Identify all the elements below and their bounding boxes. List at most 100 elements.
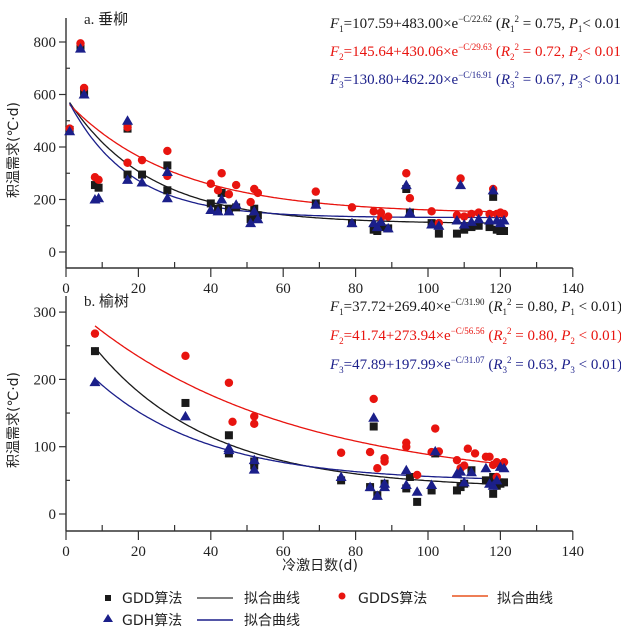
gdh-point [161,192,173,203]
gdh-point [382,222,394,233]
gdh-point [400,479,412,490]
legend-label: 拟合曲线 [244,591,300,607]
gdds-point [224,378,234,387]
gdd-point [405,472,414,481]
gdh-point [375,216,387,226]
gdd-point [489,192,498,201]
gdh-point [484,215,496,225]
gdh-point [465,466,477,477]
gdd-point [500,227,509,235]
gdh-point [364,481,376,492]
gdh-point [248,205,260,216]
gdds-point [463,444,473,453]
gdd-point [224,431,233,440]
gdd-point [452,229,461,238]
gdh-point [498,462,510,473]
gdh-point [179,410,191,421]
gdd-point [485,223,494,232]
x-axis-label: 冷激日数(d) [282,557,358,574]
fit-equation: F1=37.72+269.40×e−C/31.90 (R12 = 0.80, P… [329,297,621,317]
gdd-point [500,478,509,487]
gdds-point [311,187,320,196]
legend-triangle-icon [103,614,113,622]
gdd-point [138,170,147,179]
gdd-point [467,223,476,232]
gdh-point [411,486,423,496]
gdds-point [470,449,480,458]
gdd-point [427,486,436,495]
gdd-point [460,225,469,234]
gdh-point [451,215,463,225]
gdh-point [205,204,217,214]
gdds-point [369,394,378,404]
panel-b-ylabel: 积温需求(℃·d) [6,372,22,468]
y-tick-label: 200 [34,372,57,388]
gdds-point [427,207,436,216]
gdh-point [458,218,470,229]
gdds-point [460,461,469,470]
x-tick-label: 80 [348,544,363,560]
gdds-point [250,419,259,429]
gdh-point [480,462,492,473]
gdh-point [212,205,224,216]
gdh-point [426,479,438,490]
gdh-point [161,166,173,176]
fit-equation: F3=130.80+462.20×e−C/16.91 (R32 = 0.67, … [329,70,621,90]
panel-b-axes: 0 100 200 300 0 20 40 60 80 100 120 140 [34,296,585,560]
gdd-point [474,221,483,230]
gdh-point [371,221,383,232]
gdh-point [335,471,347,481]
panel-b-label: b. 榆树 [84,293,129,310]
legend-item: 拟合曲线 [197,591,300,607]
gdh-point [368,412,380,422]
x-tick-label: 20 [131,281,146,297]
gdh-point [89,376,101,387]
gdds-point [217,169,226,178]
gdh-point [122,174,134,184]
x-tick-label: 120 [489,544,512,560]
gdh-point [400,464,412,475]
gdd-point [181,398,190,407]
legend-label: 拟合曲线 [244,613,300,629]
gdds-point [206,179,215,188]
x-tick-label: 100 [417,281,440,297]
fit-curve [94,325,505,465]
gdh-point [433,220,445,230]
gdds-point [373,464,382,473]
panel-a: 0 200 400 600 800 0 20 40 60 80 100 120 140 a. 垂柳 积温… [6,11,621,297]
gdh-point [74,43,86,53]
gdds-point [213,186,223,195]
y-tick-label: 0 [49,245,57,261]
gdds-point [383,212,393,221]
legend-label: 拟合曲线 [497,591,553,607]
gdds-point [246,197,255,207]
fit-equation: F2=41.74+273.94×e−C/56.56 (R22 = 0.80, P… [329,326,621,346]
gdh-point [465,216,477,226]
gdh-point [487,480,499,490]
y-tick-label: 300 [34,305,57,321]
gdh-point [371,490,383,500]
gdd-point [163,186,172,195]
gdds-point [231,180,241,190]
gdds-point [137,155,147,165]
gdh-point [404,207,416,217]
gdh-point [487,184,499,195]
gdh-point [78,89,90,99]
gdh-point [426,218,438,229]
gdh-point [248,454,260,465]
gdh-point [310,199,322,209]
x-tick-label: 40 [203,281,218,297]
gdh-point [122,115,134,125]
y-tick-label: 100 [34,440,57,456]
gdh-point [252,213,264,224]
gdds-point [456,174,465,183]
y-tick-label: 400 [34,140,57,156]
gdds-point [474,208,483,217]
gdh-point [245,217,257,228]
panel-a-axes: 0 200 400 600 800 0 20 40 60 80 100 120 140 [34,18,584,297]
x-tick-label: 140 [562,544,585,560]
legend-label: GDH算法 [122,613,182,629]
panel-b: 0 100 200 300 0 20 40 60 80 100 120 140 b. 榆树 积温需求(… [6,293,621,574]
gdds-point [485,209,494,219]
